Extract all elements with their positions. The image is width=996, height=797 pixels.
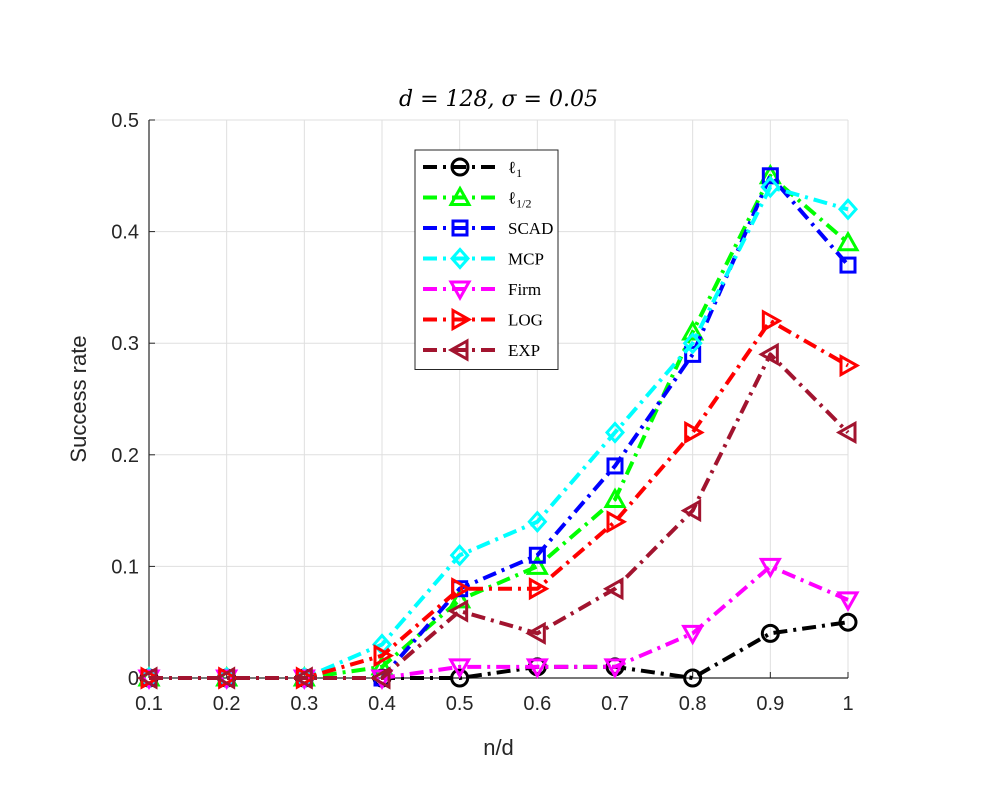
y-tick-label: 0: [128, 668, 139, 690]
legend-marker: [450, 157, 470, 177]
legend-marker: [448, 280, 472, 302]
legend-label: SCAD: [508, 219, 553, 238]
y-tick-label: 0.1: [111, 556, 139, 578]
x-axis-label: n/d: [483, 735, 514, 760]
data-point: [836, 591, 860, 612]
x-tick-label: 0.2: [213, 693, 241, 715]
data-point: [447, 599, 469, 623]
x-tick-label: 0.3: [290, 693, 318, 715]
data-point: [292, 666, 313, 690]
data-point: [528, 577, 550, 601]
data-point: [682, 331, 703, 355]
data-point: [681, 624, 705, 646]
data-point: [761, 167, 779, 185]
data-point: [681, 319, 705, 341]
legend-marker: [451, 219, 469, 237]
x-tick-label: 0.8: [679, 693, 707, 715]
legend-entry: Firm: [423, 280, 541, 302]
series-lines: [136, 163, 861, 691]
x-tick-label: 0.5: [446, 693, 474, 715]
data-point: [451, 577, 472, 601]
tick-labels: 0.1 0.2 0.3 0.4 0.5 0.6 0.7 0.8 0.9 1 0 0.1 0.2 0.3 0.…: [111, 110, 853, 715]
chart-title: d = 128, σ = 0.05: [399, 87, 598, 112]
legend-marker: [449, 247, 471, 270]
data-point: [602, 577, 624, 601]
y-tick-label: 0.2: [111, 445, 139, 467]
legend-entry: EXP: [423, 338, 540, 362]
x-tick-label: 0.9: [756, 693, 784, 715]
data-point: [683, 668, 703, 688]
data-point: [839, 353, 861, 378]
legend-entry: MCP: [423, 247, 544, 270]
data-point: [603, 658, 627, 679]
legend-marker: [451, 307, 473, 332]
data-point: [684, 345, 702, 363]
data-point: [527, 510, 548, 534]
data-point: [528, 546, 546, 564]
data-point: [448, 658, 472, 679]
data-point: [760, 175, 781, 199]
data-point: [606, 457, 624, 475]
data-point: [369, 666, 391, 690]
y-tick-label: 0.3: [111, 333, 139, 355]
data-point: [838, 612, 858, 632]
data-point: [835, 420, 857, 445]
data-point: [606, 510, 628, 534]
legend-entry: LOG: [423, 307, 543, 332]
legend-label: Firm: [508, 280, 541, 299]
data-point: [760, 623, 780, 643]
data-point: [136, 666, 158, 690]
data-point: [603, 487, 627, 508]
data-point: [525, 554, 549, 575]
y-tick-label: 0.5: [111, 110, 139, 132]
x-tick-label: 0.7: [601, 693, 629, 715]
legend-label: LOG: [508, 311, 543, 330]
data-point: [836, 230, 860, 252]
legend-entry: SCAD: [423, 219, 553, 238]
data-point: [680, 499, 702, 523]
x-tick-label: 0.4: [368, 693, 396, 715]
data-point: [604, 421, 626, 444]
data-point: [839, 256, 857, 274]
legend-marker: [447, 338, 469, 362]
data-point: [449, 543, 470, 567]
x-tick-label: 0.6: [523, 693, 551, 715]
data-point: [837, 198, 859, 221]
data-point: [525, 621, 546, 645]
data-point: [525, 658, 549, 679]
data-point: [214, 666, 236, 690]
y-axis-label: Success rate: [66, 335, 91, 462]
legend-label: EXP: [508, 341, 540, 360]
legend-marker: [448, 185, 472, 206]
data-point: [450, 668, 470, 688]
x-tick-label: 1: [842, 693, 853, 715]
x-tick-label: 0.1: [135, 693, 163, 715]
y-tick-label: 0.4: [111, 222, 139, 244]
legend-label: MCP: [508, 250, 544, 269]
data-point: [758, 342, 779, 366]
data-point: [758, 557, 782, 579]
series-6: [136, 342, 857, 690]
series-line: [149, 352, 850, 680]
data-point: [373, 644, 395, 668]
data-point: [761, 309, 783, 333]
data-point: [684, 420, 705, 445]
